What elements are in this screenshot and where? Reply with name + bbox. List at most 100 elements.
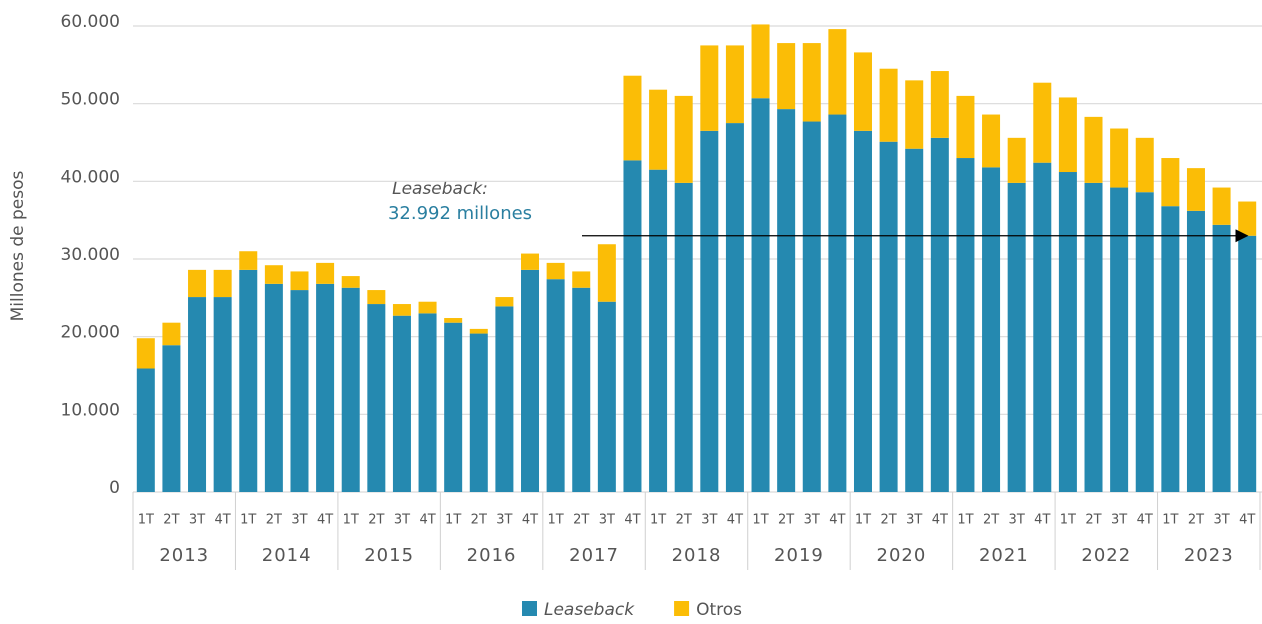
- bar-segment: [597, 244, 616, 302]
- bar-segment: [1161, 206, 1180, 493]
- x-tick-label: 4T: [215, 513, 231, 528]
- bar-segment: [1110, 128, 1129, 188]
- x-tick-label: 3T: [1009, 513, 1025, 528]
- x-tick-label: 4T: [419, 513, 435, 528]
- bar-segment: [879, 68, 898, 142]
- bar-segment: [162, 345, 181, 492]
- x-tick-label: 3T: [496, 513, 512, 528]
- bar-segment: [1084, 116, 1103, 183]
- y-tick-label: 40.000: [61, 167, 120, 187]
- bar-segment: [802, 43, 821, 122]
- bar-segment: [392, 304, 411, 316]
- x-tick-label: 4T: [829, 513, 845, 528]
- bar-segment: [546, 279, 565, 492]
- x-tick-label: 3T: [599, 513, 615, 528]
- bar-segment: [213, 269, 232, 298]
- bar-segment: [725, 45, 744, 124]
- bar-segment: [623, 160, 642, 492]
- bar-segment: [367, 290, 386, 305]
- bar-segment: [956, 95, 975, 159]
- bar-segment: [623, 75, 642, 161]
- y-tick-label: 60.000: [61, 12, 120, 32]
- bar-segment: [367, 304, 386, 492]
- bar-segment: [444, 322, 463, 492]
- x-tick-label: 2T: [573, 513, 589, 528]
- bar-segment: [239, 269, 258, 492]
- bar-segment: [1212, 224, 1231, 492]
- legend-label: Leaseback: [544, 600, 635, 620]
- bar-segment: [725, 123, 744, 492]
- bar-segment: [1186, 168, 1205, 211]
- x-tick-label: 2T: [163, 513, 179, 528]
- x-tick-label: 1T: [138, 513, 154, 528]
- year-label: 2015: [364, 545, 414, 566]
- x-tick-label: 1T: [445, 513, 461, 528]
- bar-segment: [239, 251, 258, 270]
- year-label: 2018: [672, 545, 722, 566]
- x-tick-label: 4T: [1034, 513, 1050, 528]
- bar-segment: [956, 158, 975, 493]
- year-label: 2020: [877, 545, 927, 566]
- annotation-text: 32.992 millones: [388, 203, 532, 224]
- x-tick-label: 4T: [727, 513, 743, 528]
- x-tick-label: 3T: [701, 513, 717, 528]
- x-tick-label: 2T: [778, 513, 794, 528]
- bar-segment: [905, 80, 924, 149]
- bar-segment: [777, 109, 796, 492]
- legend-swatch: [674, 601, 690, 616]
- bar-segment: [136, 338, 155, 369]
- bar-segment: [495, 306, 514, 492]
- x-tick-label: 4T: [624, 513, 640, 528]
- x-tick-label: 1T: [650, 513, 666, 528]
- year-label: 2019: [774, 545, 824, 566]
- x-tick-label: 1T: [752, 513, 768, 528]
- y-tick-label: 0: [109, 478, 120, 498]
- bar-segment: [341, 276, 360, 288]
- x-tick-label: 3T: [804, 513, 820, 528]
- x-tick-label: 1T: [343, 513, 359, 528]
- legend-swatch: [522, 601, 537, 616]
- y-tick-label: 20.000: [61, 323, 120, 343]
- x-tick-label: 3T: [1111, 513, 1127, 528]
- annotation-title: Leaseback:: [392, 179, 488, 199]
- bar-segment: [930, 137, 949, 492]
- bar-segment: [136, 368, 155, 492]
- bar-segment: [213, 297, 232, 492]
- x-tick-label: 1T: [1060, 513, 1076, 528]
- y-axis-label: Millones de pesos: [8, 170, 28, 321]
- bar-segment: [162, 322, 181, 346]
- year-label: 2016: [467, 545, 517, 566]
- year-label: 2021: [979, 545, 1029, 566]
- bar-segment: [1007, 182, 1026, 493]
- bar-segment: [1238, 201, 1257, 236]
- bar-segment: [853, 52, 872, 131]
- y-tick-label: 50.000: [61, 90, 120, 110]
- bar-segment: [700, 45, 719, 131]
- y-tick-label: 30.000: [61, 245, 120, 265]
- x-tick-label: 2T: [1085, 513, 1101, 528]
- x-tick-label: 2T: [471, 513, 487, 528]
- bar-segment: [316, 262, 335, 284]
- bar-segment: [879, 141, 898, 492]
- bar-segment: [316, 283, 335, 492]
- x-tick-label: 4T: [522, 513, 538, 528]
- bar-segment: [1135, 192, 1154, 492]
- year-label: 2014: [262, 545, 312, 566]
- bar-segment: [521, 253, 540, 270]
- x-tick-label: 1T: [957, 513, 973, 528]
- bar-segment: [290, 271, 309, 291]
- bar-segment: [982, 114, 1001, 168]
- bar-segment: [418, 301, 437, 314]
- y-tick-label: 10.000: [61, 400, 120, 420]
- bar-segment: [341, 287, 360, 492]
- bar-segment: [597, 301, 616, 492]
- bar-segment: [905, 148, 924, 493]
- x-tick-label: 2T: [266, 513, 282, 528]
- bar-segment: [1135, 137, 1154, 193]
- x-tick-label: 2T: [983, 513, 999, 528]
- x-tick-label: 4T: [317, 513, 333, 528]
- x-tick-label: 4T: [1137, 513, 1153, 528]
- bar-segment: [674, 182, 693, 493]
- bar-segment: [264, 265, 283, 284]
- bar-segment: [1186, 210, 1205, 492]
